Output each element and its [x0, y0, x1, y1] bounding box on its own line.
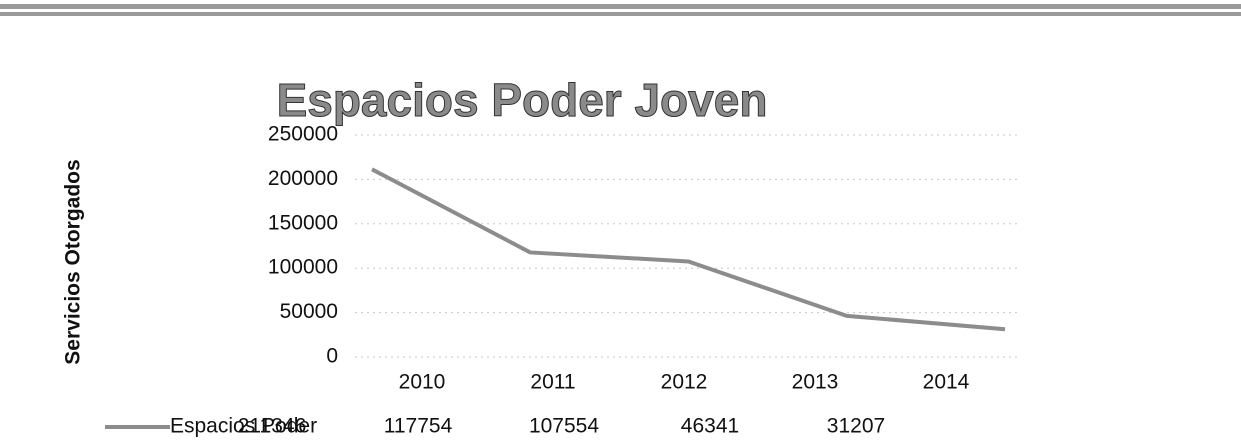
- data-table-value: 211346: [238, 415, 307, 438]
- x-tick-label: 2014: [923, 371, 970, 394]
- x-tick-label: 2011: [530, 371, 575, 394]
- y-tick-label: 0: [326, 345, 338, 368]
- line-series: [371, 167, 1006, 332]
- x-tick-label: 2010: [399, 371, 446, 394]
- data-table-value: 46341: [681, 415, 739, 438]
- x-tick-label: 2012: [661, 371, 708, 394]
- x-tick-label: 2013: [792, 371, 839, 394]
- y-tick-label: 200000: [268, 167, 338, 190]
- top-rule: [0, 4, 1241, 9]
- data-table-value: 107554: [529, 415, 599, 438]
- data-table-value: 31207: [827, 415, 885, 438]
- y-tick-label: 50000: [280, 300, 338, 323]
- data-table-value: 117754: [384, 415, 453, 438]
- legend-label: Espacios Poder: [170, 415, 317, 438]
- y-tick-label: 250000: [268, 123, 338, 146]
- y-axis-label: Servicios Otorgados: [62, 159, 85, 364]
- y-tick-label: 150000: [268, 211, 338, 234]
- top-rule: [0, 12, 1241, 16]
- y-tick-label: 100000: [268, 256, 338, 279]
- chart-title: Espacios Poder Joven: [277, 74, 768, 126]
